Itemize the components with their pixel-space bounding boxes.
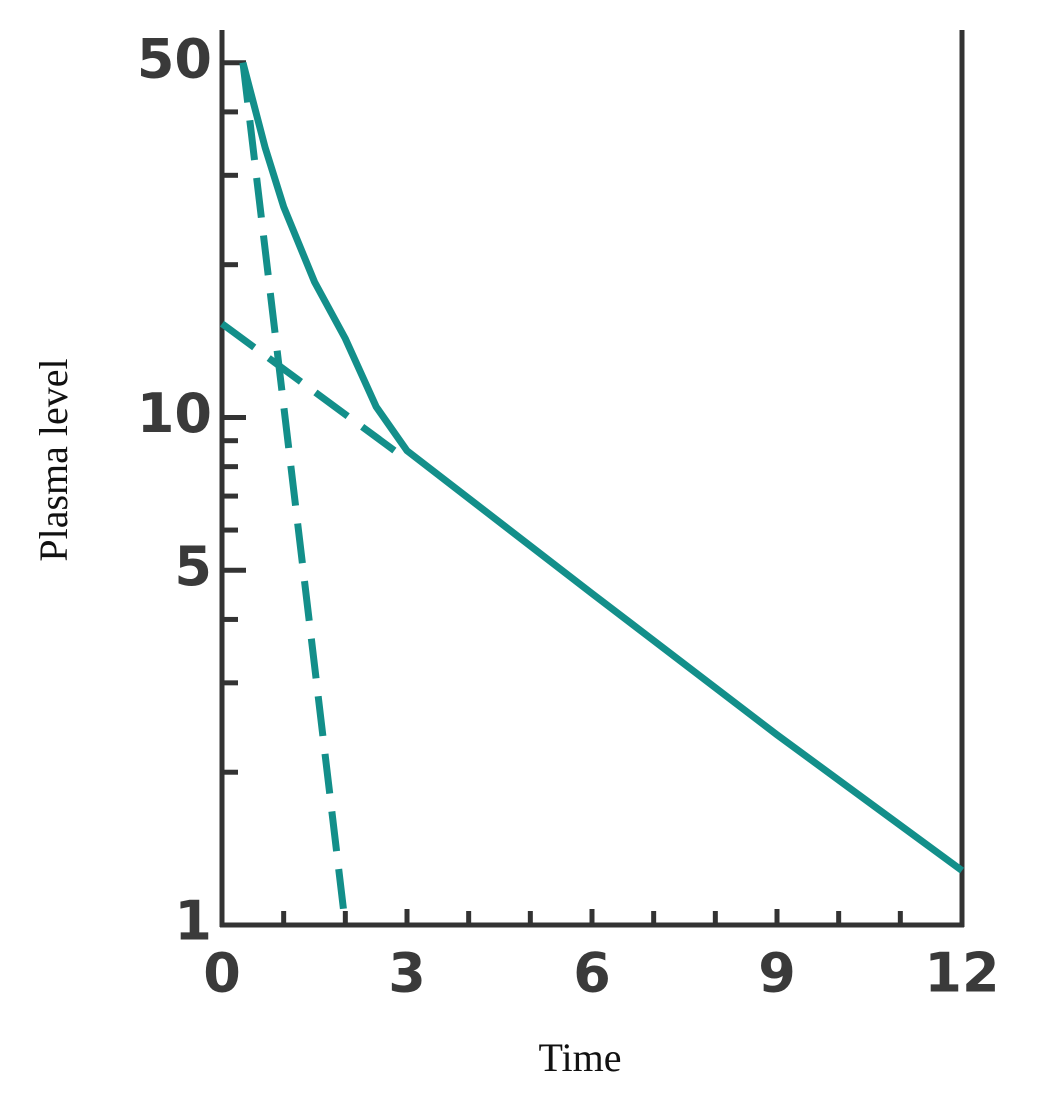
x-tick-label: 12 [924, 942, 999, 1005]
x-axis-label: Time [538, 1035, 621, 1080]
series-line [219, 320, 397, 454]
y-tick-label: 10 [137, 382, 212, 445]
y-tick-label: 50 [137, 27, 212, 90]
x-tick-label: 6 [573, 942, 611, 1005]
y-axis-label: Plasma level [31, 358, 76, 561]
y-tick-label: 5 [174, 535, 212, 598]
y-tick-label: 1 [174, 890, 212, 953]
series-line [239, 62, 349, 926]
x-tick-label: 3 [388, 942, 426, 1005]
x-tick-label: 0 [203, 942, 241, 1005]
series-line [239, 61, 965, 874]
x-tick-label: 9 [758, 942, 796, 1005]
